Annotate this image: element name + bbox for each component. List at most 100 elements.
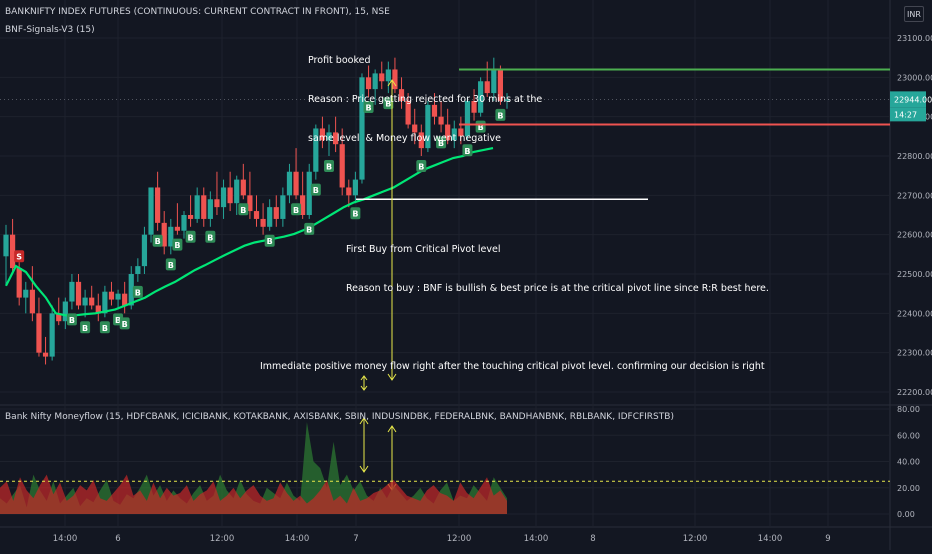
candle-body <box>346 187 352 196</box>
currency-button[interactable]: INR <box>904 6 924 22</box>
buy-signal-label: B <box>293 206 299 215</box>
candle-body <box>214 199 220 208</box>
candle-body <box>286 171 293 196</box>
x-tick-label: 14:00 <box>53 534 78 544</box>
profit-annotation-line: same level & Money flow went negative <box>308 133 501 144</box>
buy-signal-label: B <box>240 206 246 215</box>
buy-signal-badge <box>462 144 473 157</box>
moneyflow-indicator-label[interactable]: Bank Nifty Moneyflow (15, HDFCBANK, ICIC… <box>5 412 674 422</box>
x-tick-label: 12:00 <box>447 534 472 544</box>
chart-title: BANKNIFTY INDEX FUTURES (CONTINUOUS: CUR… <box>5 7 390 17</box>
x-tick-label: 14:00 <box>285 534 310 544</box>
buy-signal-label: B <box>82 324 88 333</box>
flow-arrow-heads <box>359 417 369 473</box>
candle-body <box>478 81 484 113</box>
buy-signal-badge <box>383 97 394 110</box>
candle-body <box>267 207 273 227</box>
candle-body <box>187 215 194 219</box>
buy-signal-badge <box>324 160 335 172</box>
candle-body <box>148 187 154 235</box>
buy-signal-label: B <box>155 237 161 246</box>
candle-body <box>75 281 82 306</box>
buy-signal-label: B <box>464 147 470 156</box>
buy-signal-label: B <box>122 320 128 329</box>
candle-body <box>227 187 233 204</box>
y-tick-label: 22600.00 <box>897 231 932 240</box>
candle-body <box>458 128 464 137</box>
buy-annotation-line: Reason to buy : BNF is bullish & best pr… <box>346 283 769 294</box>
buy-signal-badge <box>304 222 315 235</box>
candle-body <box>29 289 35 314</box>
buy-signal-label: B <box>385 100 391 109</box>
candle-body <box>69 281 75 302</box>
buy-signal-badge <box>152 234 163 247</box>
candle-body <box>365 77 372 90</box>
candle-body <box>247 195 253 212</box>
candle-body <box>260 218 266 227</box>
buy-signal-badge <box>66 313 77 326</box>
buy-annotation: First Buy from Critical Pivot level Reas… <box>346 217 769 308</box>
buy-signal-label: B <box>207 233 213 242</box>
buy-signal-badge <box>436 136 447 149</box>
candle-body <box>504 99 510 101</box>
buy-signal-badge <box>363 101 374 113</box>
y-tick-label: 22200.00 <box>897 388 932 397</box>
buy-signal-badge <box>119 317 130 330</box>
buy-signal-badge <box>205 230 216 243</box>
buy-signal-label: B <box>188 233 194 242</box>
candle-body <box>155 187 161 223</box>
profit-annotation-line: Reason : Price getting rejected for 30 m… <box>308 94 543 105</box>
candle-body <box>438 116 444 125</box>
candle-body <box>273 207 279 219</box>
candle-body <box>253 211 260 219</box>
last-price-value: 22944.00 <box>894 95 932 104</box>
x-tick-label: 14:00 <box>524 534 549 544</box>
arrow-up-head <box>387 79 397 87</box>
candle-body <box>16 268 22 298</box>
buy-signal-label: B <box>478 123 484 132</box>
candle-body <box>293 171 299 196</box>
candle-body <box>445 124 451 141</box>
countdown-badge <box>890 107 926 122</box>
candle-body <box>464 100 471 137</box>
candle-body <box>49 313 55 357</box>
candle-body <box>313 128 319 172</box>
candle-body <box>42 352 49 357</box>
buy-signal-badge <box>310 183 321 196</box>
candle-body <box>497 69 504 101</box>
buy-signal-badge <box>99 321 110 334</box>
candle-body <box>95 305 101 314</box>
candle-body <box>306 171 312 215</box>
candle-body <box>108 291 115 300</box>
candle-body <box>135 266 141 274</box>
buy-signal-label: B <box>418 163 424 172</box>
buy-signal-label: B <box>326 163 332 172</box>
buy-signal-badge <box>350 207 361 220</box>
candle-body <box>425 104 431 149</box>
candle-body <box>359 77 365 180</box>
moneyflow-arrow-heads <box>360 375 368 391</box>
candle-body <box>122 293 128 306</box>
candle-body <box>372 73 378 90</box>
candle-body <box>168 226 174 247</box>
candle-body <box>161 222 167 247</box>
y-tick-label: 20.00 <box>897 484 920 493</box>
buy-signal-label: B <box>313 186 319 195</box>
candle-body <box>339 144 345 188</box>
profit-annotation-line: Profit booked <box>308 55 371 66</box>
buy-signal-label: B <box>438 139 444 148</box>
buy-signal-label: B <box>267 237 273 246</box>
buy-signal-badge <box>264 234 275 247</box>
moneyflow-negative-area <box>0 474 507 514</box>
indicator-label[interactable]: BNF-Signals-V3 (15) <box>5 25 95 35</box>
candle-body <box>194 195 200 219</box>
candle-body <box>240 179 246 196</box>
candle-body <box>280 195 286 219</box>
candle-body <box>89 297 95 306</box>
candle-body <box>115 293 121 300</box>
y-tick-label: 22700.00 <box>897 191 932 200</box>
x-tick-label: 12:00 <box>683 534 708 544</box>
sell-signal-badge <box>14 250 25 263</box>
candle-body <box>36 313 42 353</box>
